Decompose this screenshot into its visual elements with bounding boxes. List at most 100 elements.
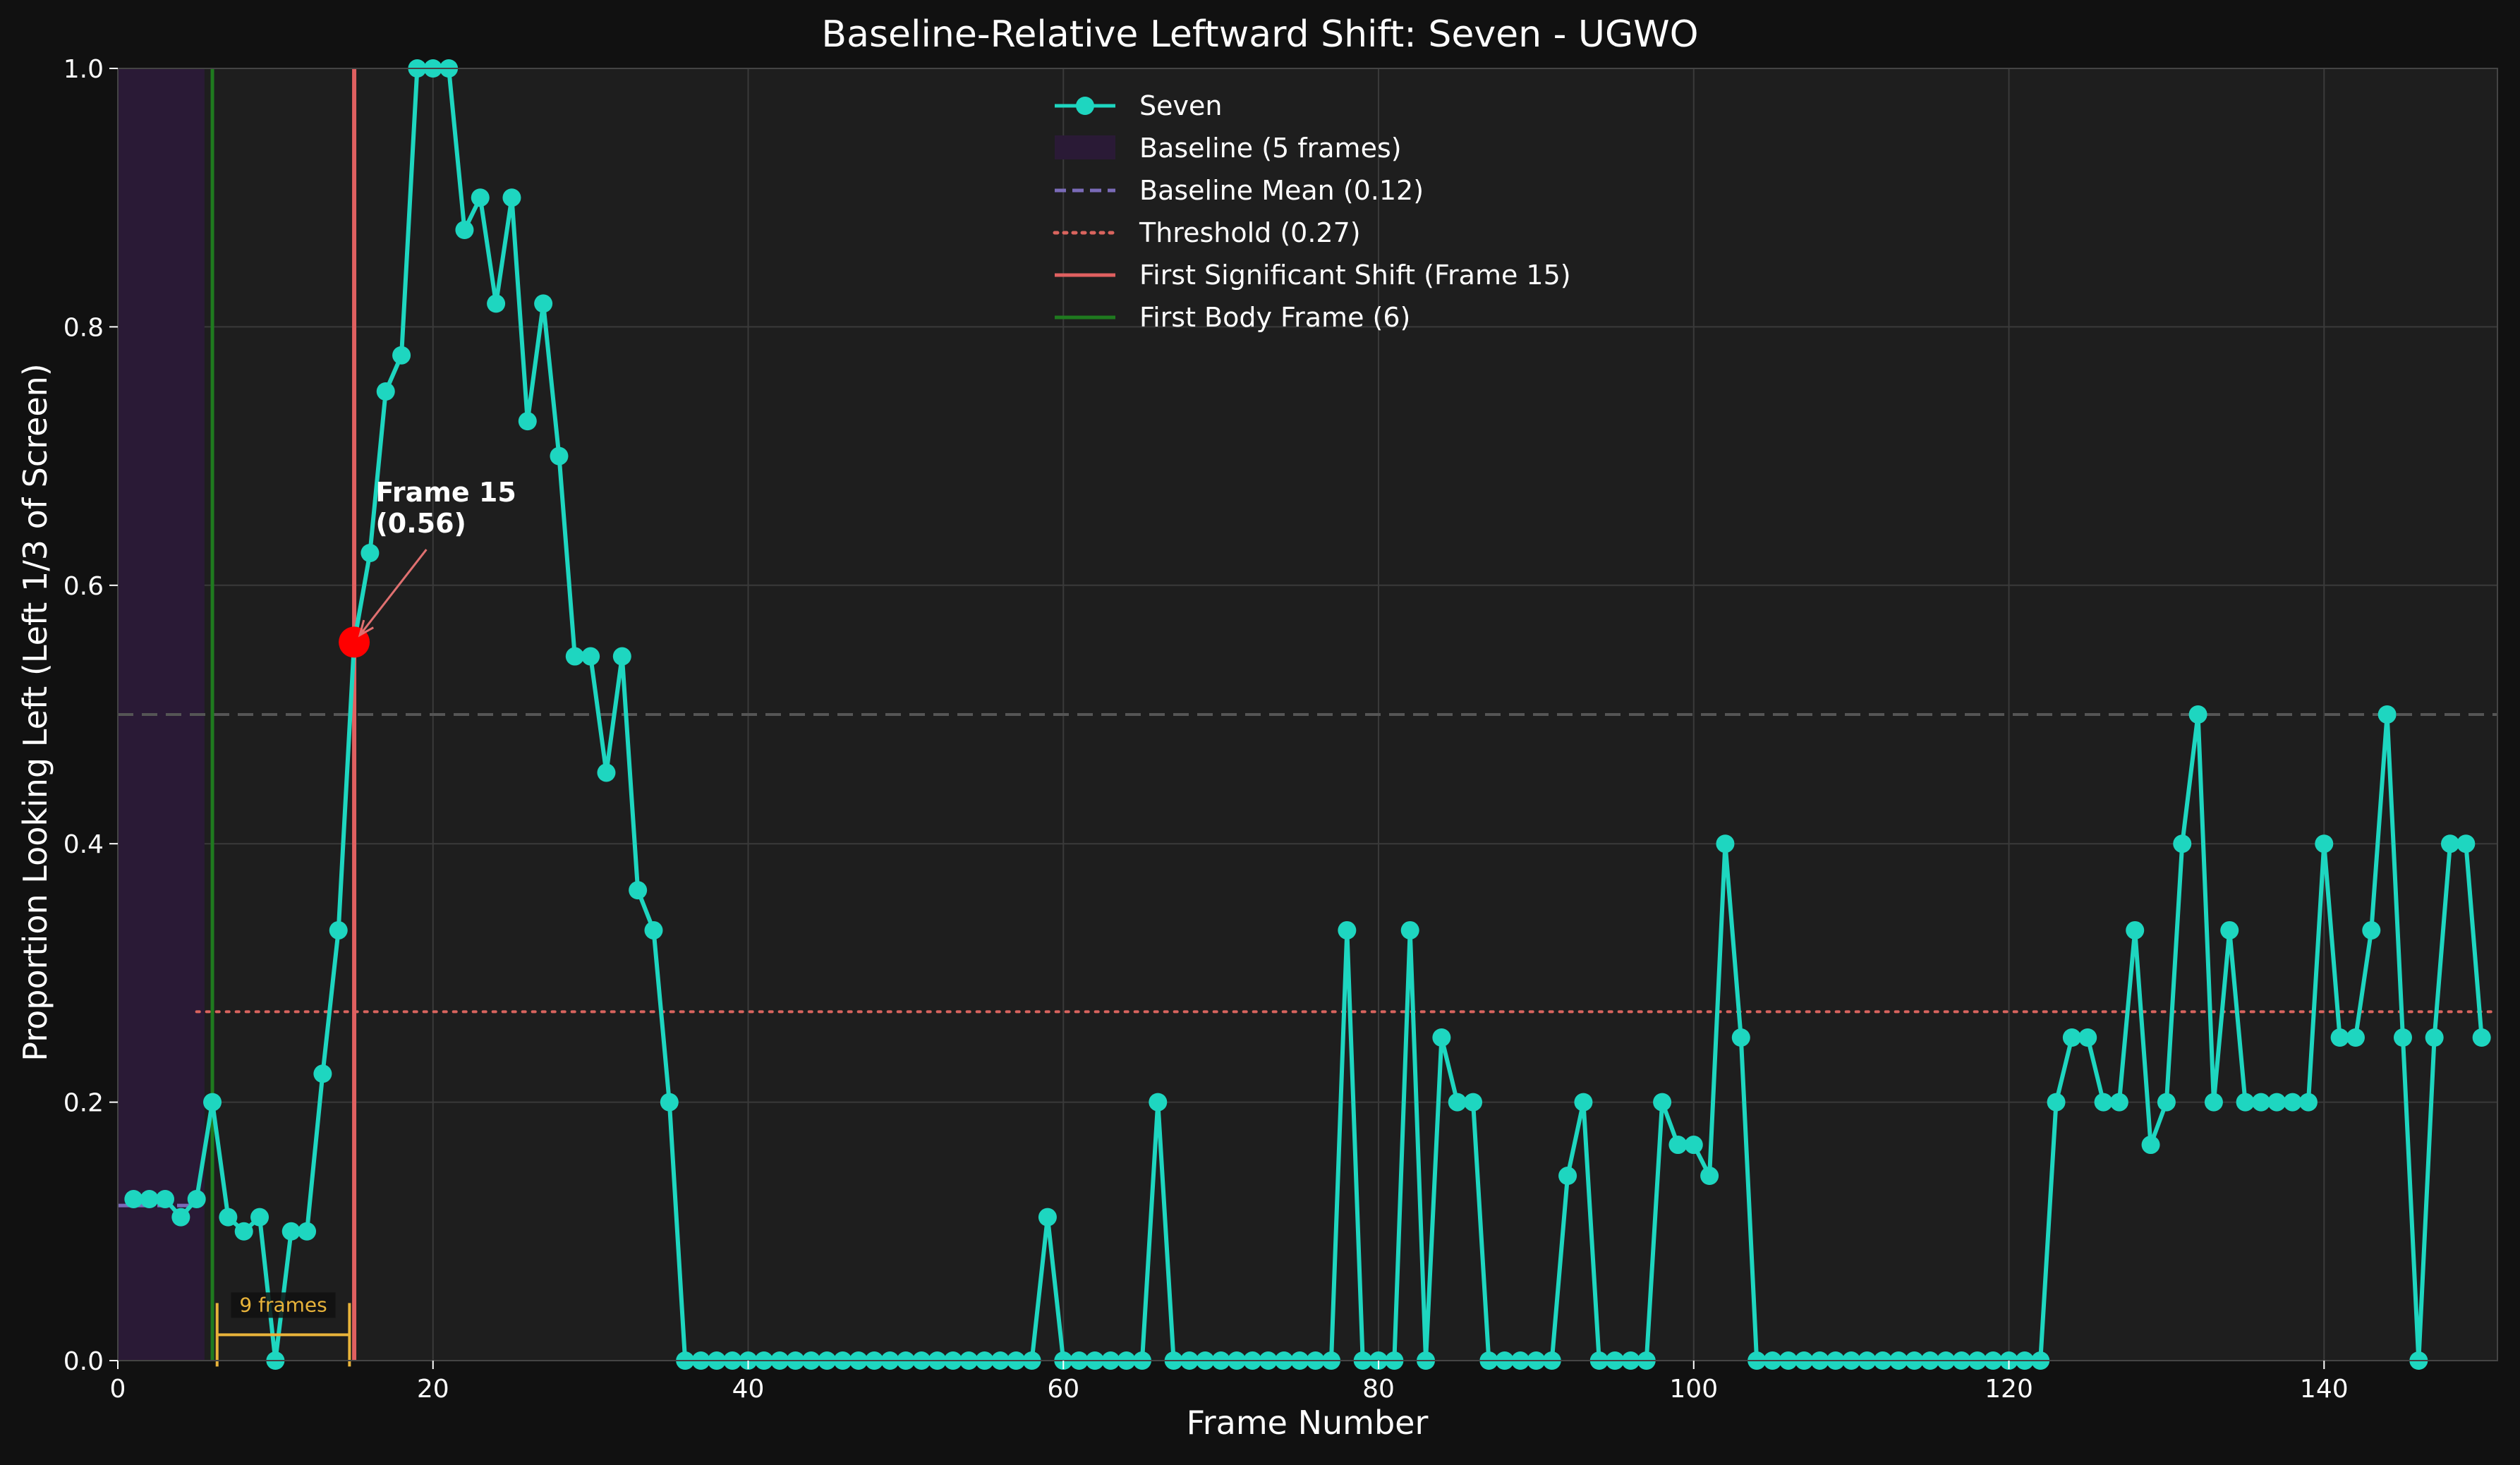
x-tick-label: 20 — [417, 1375, 449, 1404]
data-point — [2220, 920, 2239, 940]
y-tick-label: 1.0 — [63, 55, 104, 84]
data-point — [2440, 834, 2459, 853]
x-axis-label: Frame Number — [1187, 1404, 1429, 1442]
data-point — [487, 294, 506, 313]
data-point — [2047, 1093, 2066, 1112]
reference-lines — [118, 68, 2499, 1361]
data-point — [219, 1208, 238, 1227]
data-point — [2188, 705, 2207, 724]
data-point — [1038, 1208, 1057, 1227]
data-point — [1338, 920, 1357, 940]
data-point — [597, 763, 616, 782]
bracket-label: 9 frames — [239, 1293, 327, 1316]
data-point — [2126, 920, 2145, 940]
legend-label: Baseline Mean (0.12) — [1139, 175, 1424, 206]
data-point — [2141, 1136, 2160, 1155]
y-axis-label: Proportion Looking Left (Left 1/3 of Scr… — [16, 363, 54, 1061]
legend-item: Baseline (5 frames) — [1055, 133, 1402, 164]
data-point — [1400, 920, 1419, 940]
data-point — [2298, 1093, 2318, 1112]
y-tick-label: 0.6 — [63, 572, 104, 601]
data-point — [455, 221, 474, 239]
data-point — [2078, 1028, 2097, 1047]
data-point — [2236, 1093, 2255, 1112]
data-point — [1653, 1093, 1672, 1112]
data-point — [2157, 1093, 2176, 1112]
bracket-label-bg — [231, 1292, 336, 1318]
data-point — [156, 1190, 175, 1208]
data-point — [2457, 834, 2476, 853]
data-point — [2425, 1028, 2444, 1047]
y-tick-label: 0.8 — [63, 313, 104, 342]
data-point — [329, 920, 348, 940]
data-point — [234, 1222, 253, 1241]
y-tick-label: 0.2 — [63, 1089, 104, 1118]
x-tick-label: 80 — [1362, 1375, 1395, 1404]
legend-item: Baseline Mean (0.12) — [1055, 175, 1424, 206]
data-point — [1731, 1028, 1750, 1047]
y-tick-label: 0.4 — [63, 830, 104, 859]
data-point — [2267, 1093, 2286, 1112]
gridlines — [117, 68, 2497, 1361]
data-point — [2362, 920, 2381, 940]
data-point — [313, 1064, 332, 1083]
legend: Seven Baseline (5 frames) Baseline Mean (0… — [1053, 90, 1571, 333]
data-point — [124, 1190, 143, 1208]
data-point — [2109, 1093, 2128, 1112]
y-tick-label: 0.0 — [63, 1347, 104, 1376]
chart-title: Baseline-Relative Leftward Shift: Seven … — [821, 13, 1698, 56]
x-tick-label: 140 — [2300, 1375, 2349, 1404]
x-tick-label: 120 — [1985, 1375, 2033, 1404]
data-point — [2315, 834, 2334, 853]
legend-swatch — [1055, 135, 1115, 159]
data-point — [471, 188, 490, 207]
axes-frame — [117, 68, 2498, 1361]
data-point — [565, 647, 584, 666]
data-point — [187, 1190, 206, 1208]
data-point — [2062, 1028, 2081, 1047]
data-point — [1716, 834, 1735, 853]
data-point — [1149, 1093, 1168, 1112]
data-point — [534, 294, 553, 313]
legend-label: Seven — [1139, 90, 1222, 121]
x-tick-label: 40 — [732, 1375, 765, 1404]
legend-label: Baseline (5 frames) — [1139, 133, 1402, 164]
data-point — [2204, 1093, 2223, 1112]
legend-label: Threshold (0.27) — [1139, 217, 1361, 248]
annotation-value-label: (0.56) — [375, 508, 466, 539]
data-point — [2472, 1028, 2491, 1047]
legend-item: First Significant Shift (Frame 15) — [1055, 260, 1571, 291]
legend-marker — [1076, 97, 1094, 115]
legend-item: First Body Frame (6) — [1055, 302, 1410, 333]
data-point — [361, 544, 380, 562]
axes: 0 20 40 60 80 100 120 140 0.0 0.2 0.4 0.6 0.8 1.0 — [63, 55, 2498, 1404]
data-point — [1432, 1028, 1451, 1047]
data-point — [1448, 1093, 1467, 1112]
legend-item: Threshold (0.27) — [1053, 217, 1361, 248]
data-point — [502, 188, 521, 207]
data-point — [550, 446, 569, 466]
data-point — [1558, 1167, 1577, 1186]
data-point — [581, 647, 600, 666]
data-point — [1464, 1093, 1483, 1112]
data-point — [644, 920, 663, 940]
data-point — [1668, 1136, 1688, 1155]
legend-label: First Body Frame (6) — [1139, 302, 1410, 333]
data-point — [2377, 705, 2397, 724]
data-point — [250, 1208, 269, 1227]
data-point — [281, 1222, 301, 1241]
data-point — [660, 1093, 679, 1112]
data-point — [2094, 1093, 2113, 1112]
annotation-arrowhead — [358, 619, 374, 638]
x-tick-label: 60 — [1047, 1375, 1079, 1404]
annotation-frame-label: Frame 15 — [375, 477, 516, 508]
data-point — [2393, 1028, 2412, 1047]
legend-item: Seven — [1055, 90, 1222, 121]
data-point — [2173, 834, 2192, 853]
data-point — [612, 647, 631, 666]
data-point — [629, 881, 648, 900]
data-point — [1684, 1136, 1703, 1155]
data-point — [2330, 1028, 2349, 1047]
data-point — [518, 412, 537, 431]
